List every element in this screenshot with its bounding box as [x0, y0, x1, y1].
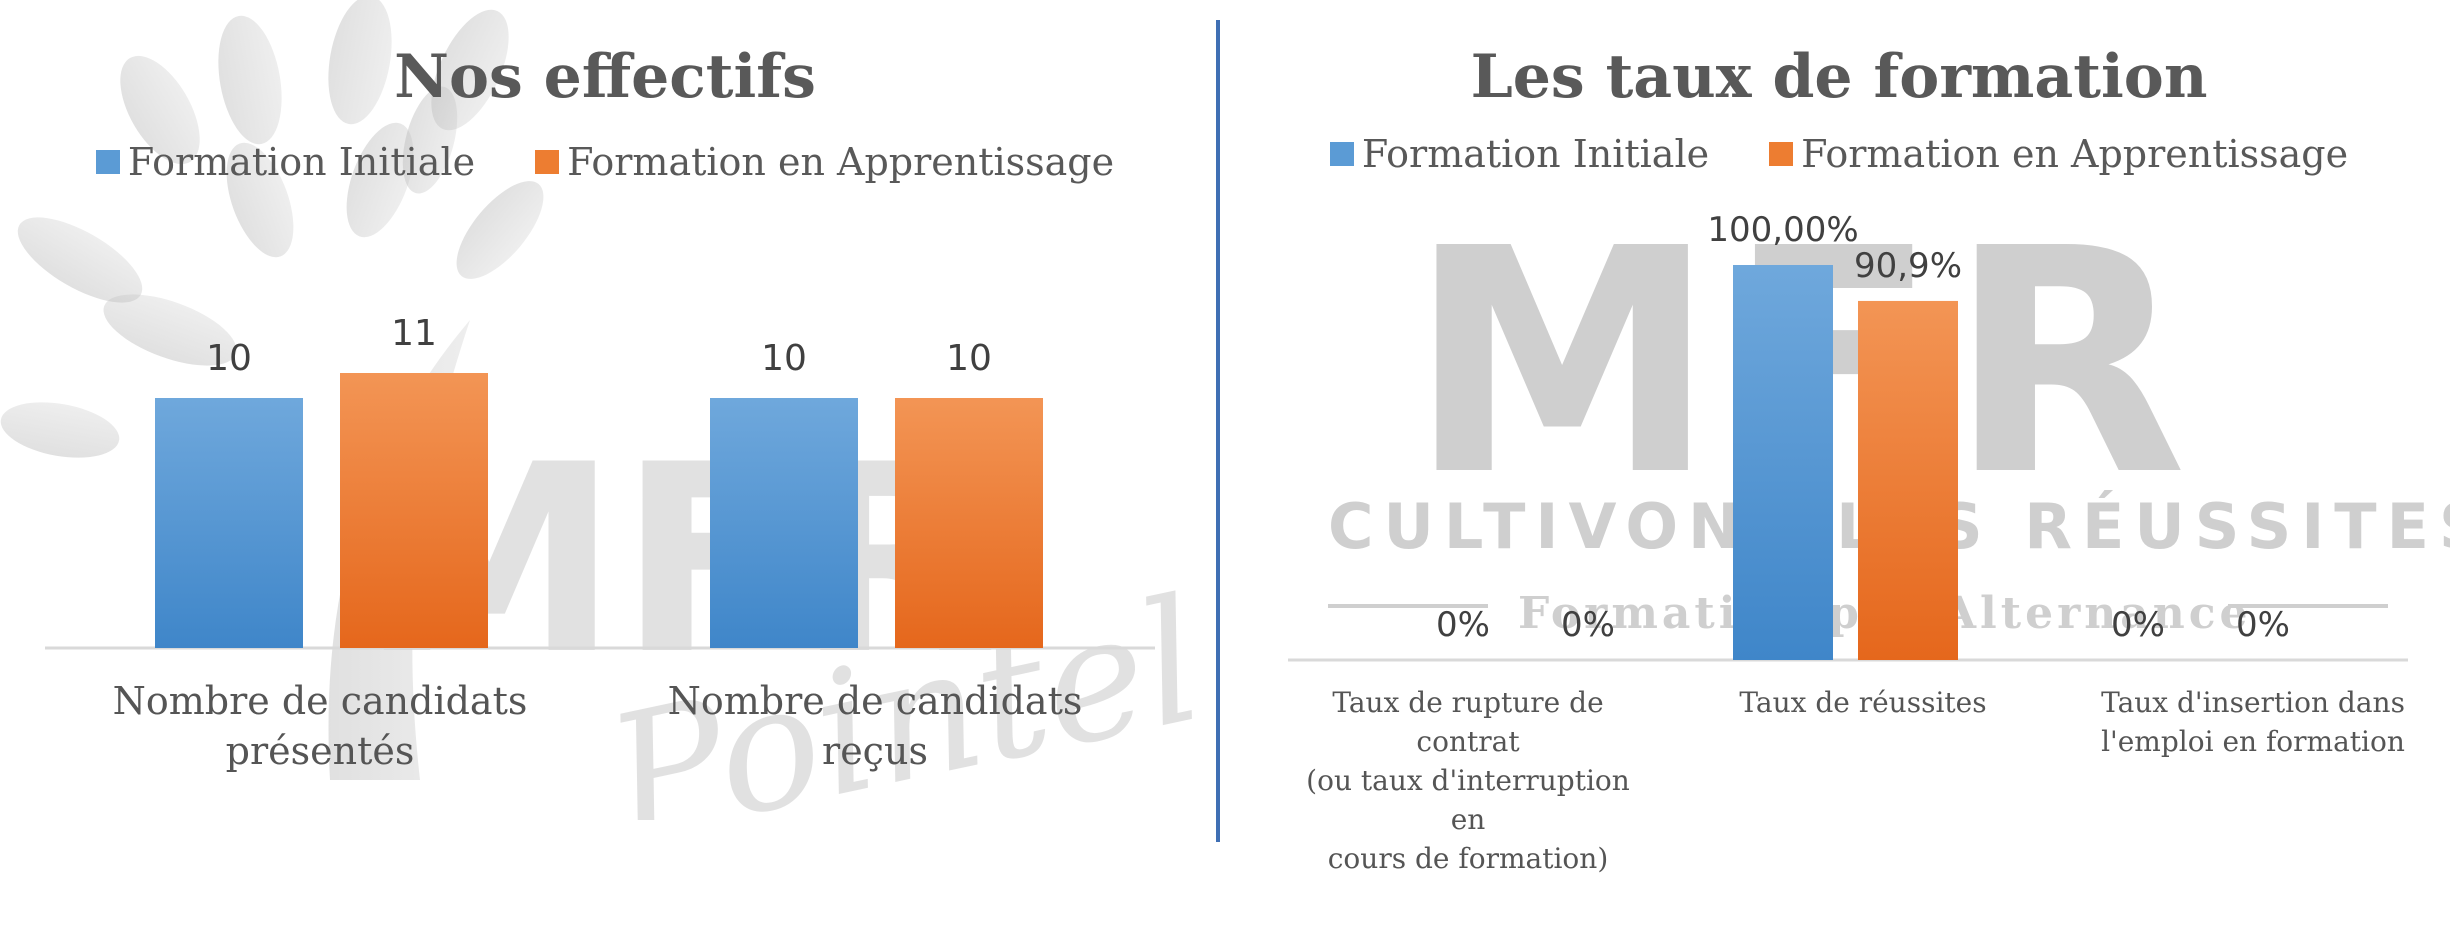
- plot-area: 10 11 10 10: [45, 313, 1155, 650]
- bar-apprentissage: [895, 398, 1043, 648]
- data-label: 0%: [1436, 605, 1490, 645]
- bar-apprentissage: [1858, 300, 1958, 660]
- panel-divider: [1216, 20, 1220, 842]
- data-label: 10: [946, 338, 992, 379]
- data-label: 90,9%: [1854, 246, 1962, 286]
- data-label: 100,00%: [1707, 210, 1858, 250]
- category-label-line: Taux de rupture de: [1332, 686, 1604, 719]
- data-label: 10: [206, 338, 252, 379]
- legend-item-apprentissage: Formation en Apprentissage: [1769, 132, 2348, 176]
- bar-apprentissage: [340, 373, 488, 648]
- chart-nos-effectifs: MFR Pointel Nos effectifs Formation Init…: [0, 0, 1210, 946]
- legend-label-initiale: Formation Initiale: [1361, 132, 1710, 176]
- legend-swatch-initiale: [95, 150, 120, 174]
- legend-item-initiale: Formation Initiale: [1329, 132, 1710, 176]
- chart-title: Nos effectifs: [394, 42, 816, 112]
- legend-swatch-initiale: [1329, 142, 1354, 166]
- data-label: 11: [391, 313, 437, 354]
- legend-swatch-apprentissage: [1769, 142, 1794, 166]
- category-label: Nombre de candidats reçus: [620, 676, 1130, 776]
- category-label-line: Nombre de candidats: [112, 679, 528, 723]
- chart-title: Les taux de formation: [1470, 42, 2208, 112]
- data-label: 0%: [1561, 605, 1615, 645]
- category-label: Taux de réussites: [1678, 683, 2048, 722]
- category-label-line: Taux d'insertion dans: [2101, 686, 2405, 719]
- plot-area: 0% 0% 100,00%90,9% 0% 0%: [1288, 210, 2408, 662]
- category-label-line: Nombre de candidats reçus: [667, 679, 1083, 773]
- bar-initiale: [155, 398, 303, 648]
- bar-initiale: [1733, 265, 1833, 660]
- category-label-line: l'emploi en formation: [2101, 725, 2405, 758]
- category-label-line: (ou taux d'interruption en: [1306, 764, 1630, 836]
- legend-item-apprentissage: Formation en Apprentissage: [535, 140, 1114, 184]
- category-label-line: présentés: [225, 729, 415, 773]
- data-label: 0%: [2236, 605, 2290, 645]
- category-label: Nombre de candidats présentés: [90, 676, 550, 776]
- category-label-line: contrat: [1416, 725, 1520, 758]
- category-label: Taux d'insertion dans l'emploi en formati…: [2063, 683, 2443, 761]
- category-label-line: cours de formation): [1327, 842, 1609, 875]
- legend-label-initiale: Formation Initiale: [127, 140, 476, 184]
- legend: Formation Initiale Formation en Apprenti…: [0, 140, 1210, 184]
- bar-initiale: [710, 398, 858, 648]
- data-label: 0%: [2111, 605, 2165, 645]
- legend-item-initiale: Formation Initiale: [95, 140, 476, 184]
- category-label-line: Taux de réussites: [1739, 686, 1987, 719]
- legend-label-apprentissage: Formation en Apprentissage: [567, 140, 1115, 184]
- legend-label-apprentissage: Formation en Apprentissage: [1801, 132, 2349, 176]
- legend: Formation Initiale Formation en Apprenti…: [1228, 132, 2450, 176]
- category-label: Taux de rupture de contrat (ou taux d'inte…: [1288, 683, 1648, 878]
- chart-taux-de-formation: MFR CULTIVONS LES RÉUSSITES Formation pa…: [1228, 0, 2450, 946]
- data-label: 10: [761, 338, 807, 379]
- legend-swatch-apprentissage: [535, 150, 560, 174]
